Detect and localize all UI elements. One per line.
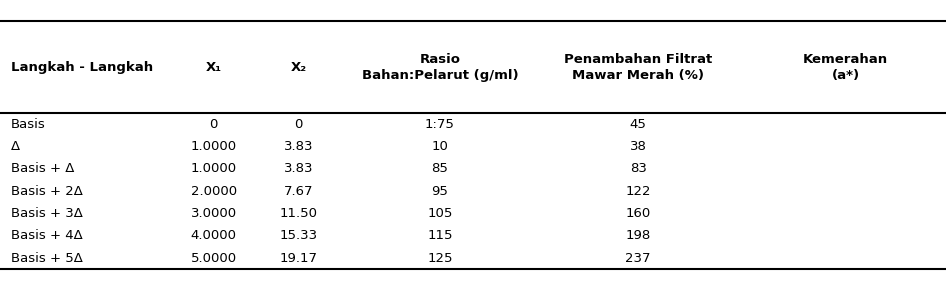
Text: 0: 0 bbox=[209, 118, 218, 131]
Text: 15.33: 15.33 bbox=[279, 230, 318, 243]
Text: 1.0000: 1.0000 bbox=[190, 162, 236, 175]
Text: 83: 83 bbox=[630, 162, 646, 175]
Text: Basis + 2Δ: Basis + 2Δ bbox=[10, 185, 82, 198]
Text: 160: 160 bbox=[625, 207, 651, 220]
Text: 45: 45 bbox=[630, 118, 646, 131]
Text: 85: 85 bbox=[431, 162, 448, 175]
Text: Kemerahan
(a*): Kemerahan (a*) bbox=[803, 52, 888, 81]
Text: X₁: X₁ bbox=[205, 61, 221, 74]
Text: Basis + 5Δ: Basis + 5Δ bbox=[10, 252, 82, 265]
Text: 198: 198 bbox=[625, 230, 651, 243]
Text: 237: 237 bbox=[625, 252, 651, 265]
Text: 11.50: 11.50 bbox=[279, 207, 318, 220]
Text: 7.67: 7.67 bbox=[284, 185, 313, 198]
Text: 122: 122 bbox=[625, 185, 651, 198]
Text: 1.0000: 1.0000 bbox=[190, 140, 236, 153]
Text: 1:75: 1:75 bbox=[425, 118, 455, 131]
Text: 10: 10 bbox=[431, 140, 448, 153]
Text: 3.83: 3.83 bbox=[284, 140, 313, 153]
Text: 115: 115 bbox=[428, 230, 453, 243]
Text: 5.0000: 5.0000 bbox=[190, 252, 236, 265]
Text: Penambahan Filtrat
Mawar Merah (%): Penambahan Filtrat Mawar Merah (%) bbox=[564, 52, 712, 81]
Text: 4.0000: 4.0000 bbox=[190, 230, 236, 243]
Text: 0: 0 bbox=[294, 118, 303, 131]
Text: 105: 105 bbox=[428, 207, 453, 220]
Text: Langkah - Langkah: Langkah - Langkah bbox=[10, 61, 153, 74]
Text: 95: 95 bbox=[431, 185, 448, 198]
Text: Δ: Δ bbox=[10, 140, 20, 153]
Text: Basis + 4Δ: Basis + 4Δ bbox=[10, 230, 82, 243]
Text: Basis: Basis bbox=[10, 118, 45, 131]
Text: Basis + Δ: Basis + Δ bbox=[10, 162, 74, 175]
Text: 3.83: 3.83 bbox=[284, 162, 313, 175]
Text: Rasio
Bahan:Pelarut (g/ml): Rasio Bahan:Pelarut (g/ml) bbox=[361, 52, 518, 81]
Text: 19.17: 19.17 bbox=[279, 252, 318, 265]
Text: Basis + 3Δ: Basis + 3Δ bbox=[10, 207, 82, 220]
Text: 2.0000: 2.0000 bbox=[190, 185, 236, 198]
Text: 3.0000: 3.0000 bbox=[190, 207, 236, 220]
Text: 38: 38 bbox=[630, 140, 646, 153]
Text: 125: 125 bbox=[428, 252, 453, 265]
Text: X₂: X₂ bbox=[290, 61, 307, 74]
